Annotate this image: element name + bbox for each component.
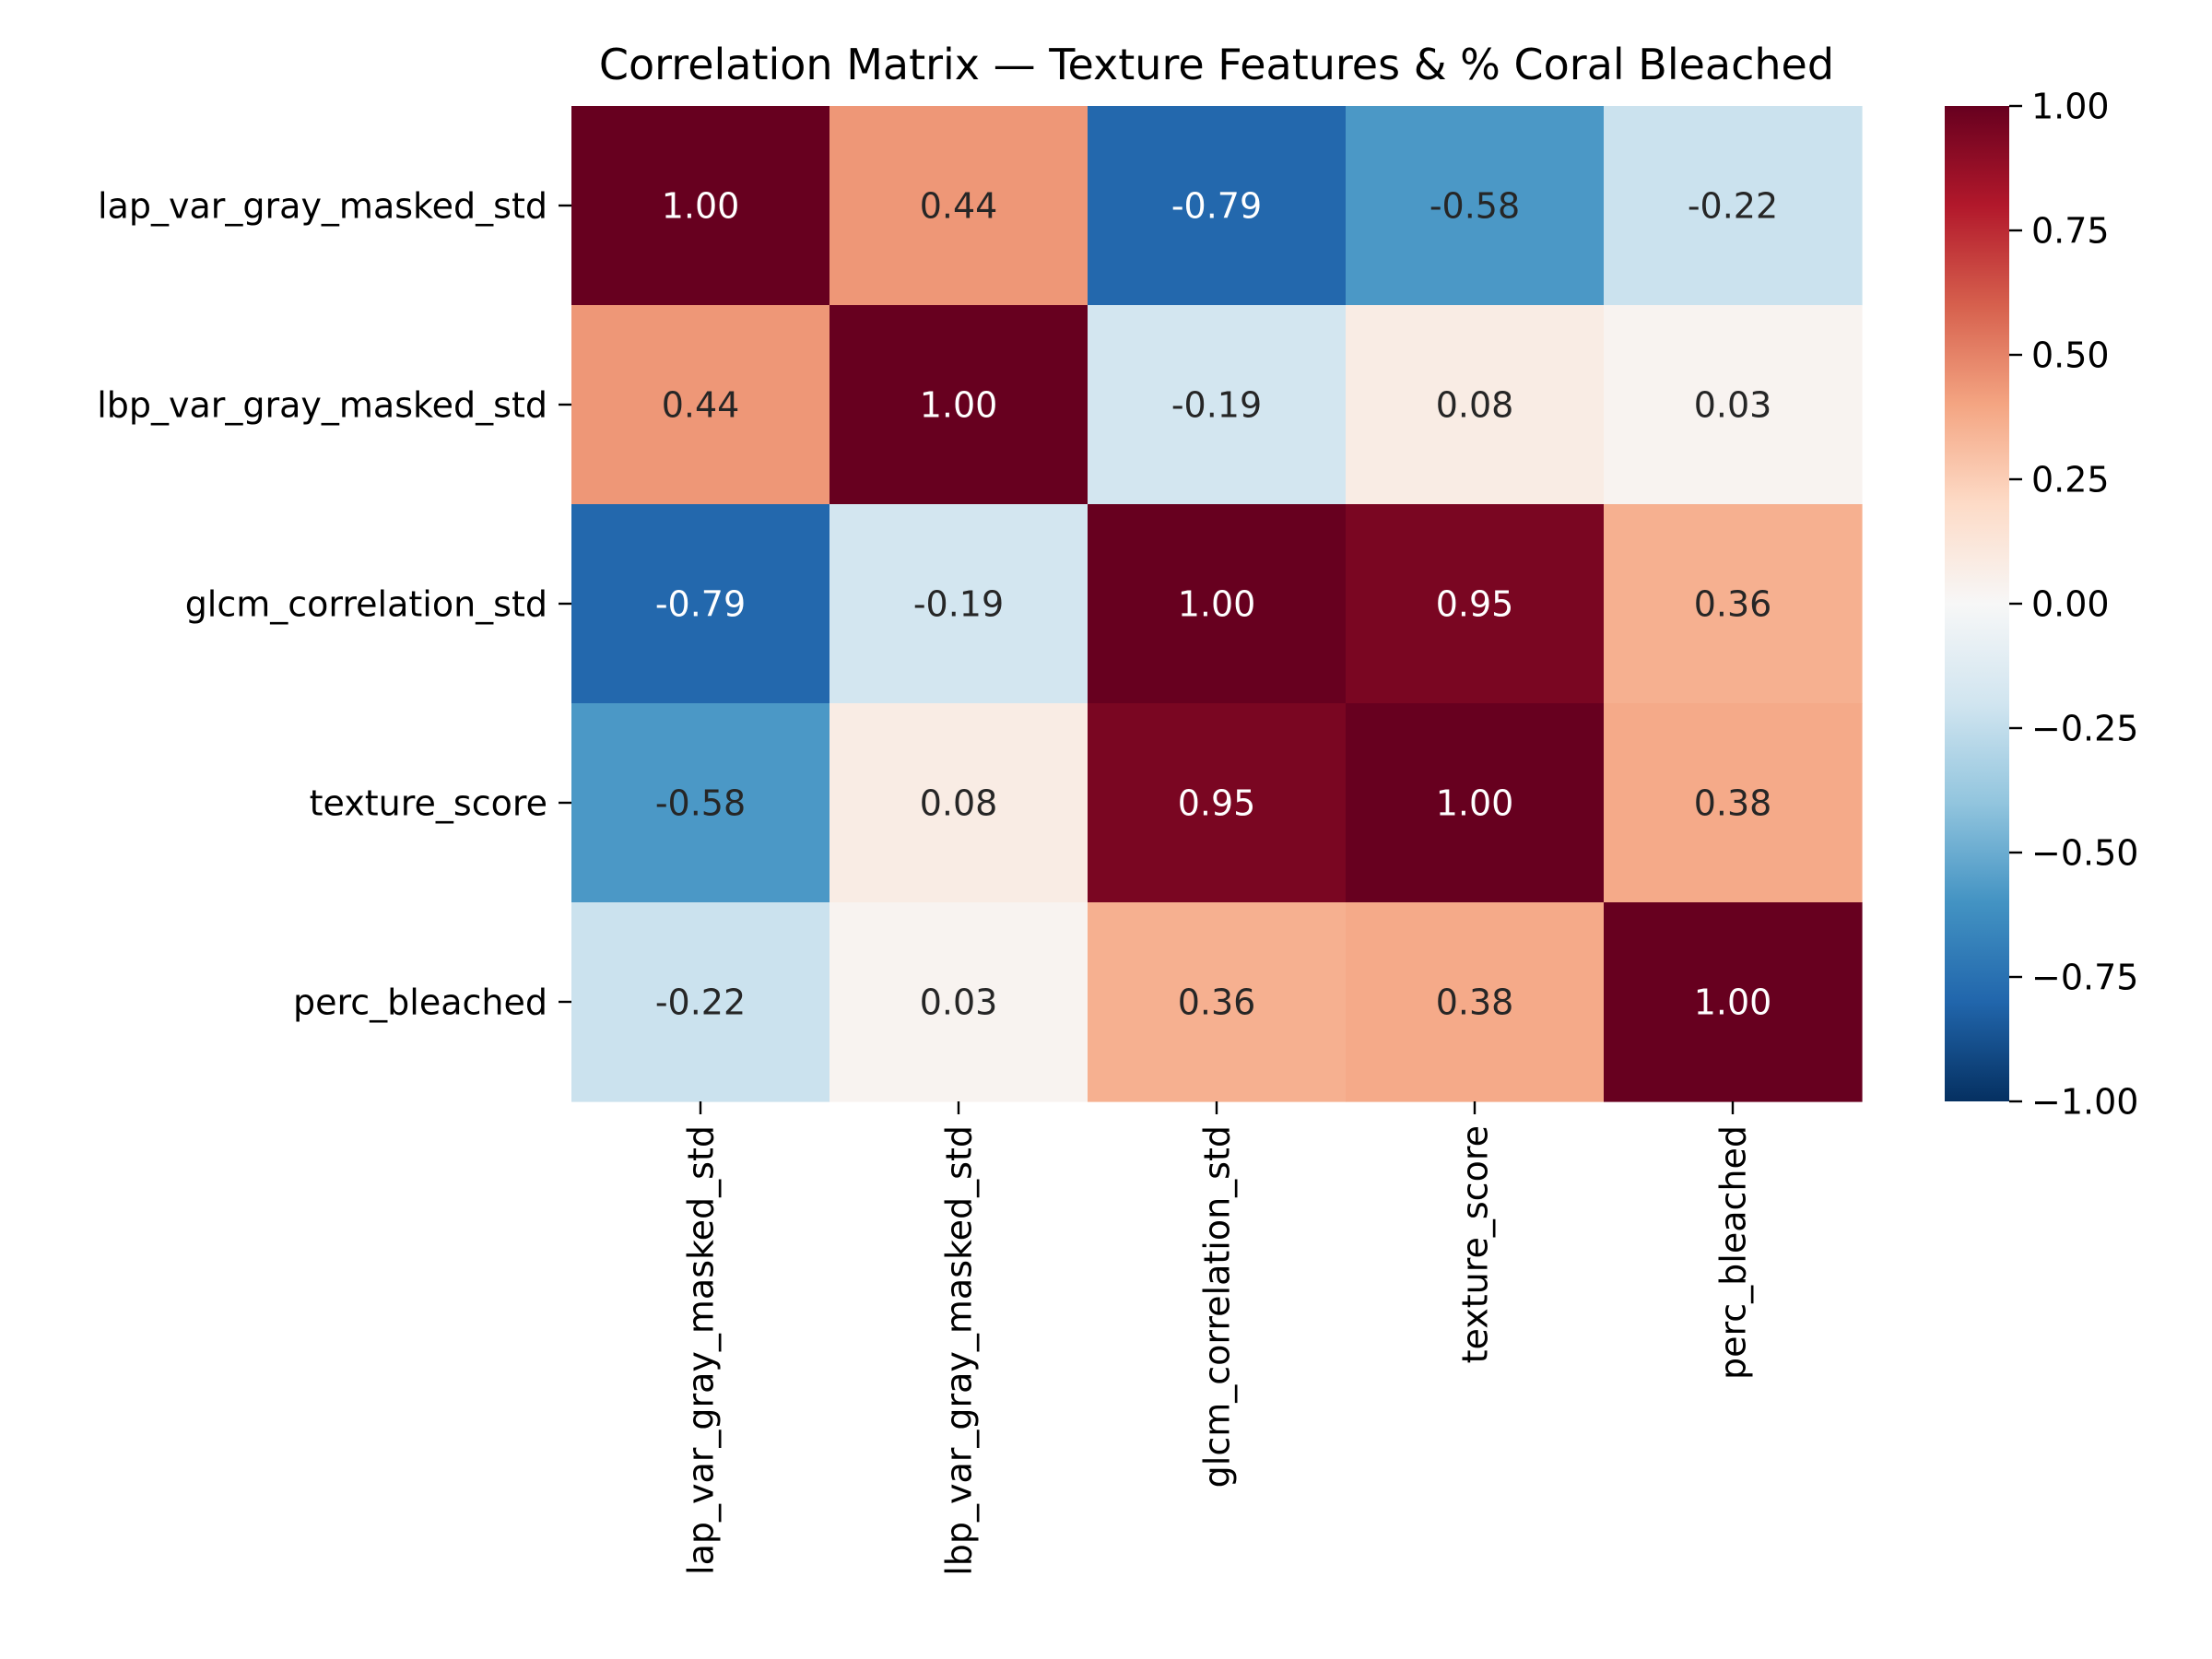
heatmap-cell [1346,305,1605,505]
heatmap-cell [830,305,1088,505]
cell-value-label: 0.36 [1178,982,1256,1023]
cell-value-label: 0.03 [920,982,998,1023]
heatmap-cell [830,504,1088,704]
y-tick-label: texture_score [310,783,547,824]
y-tick-label: lbp_var_gray_masked_std [97,385,547,426]
heatmap-cell [571,504,830,704]
colorbar-tick-label: −0.25 [2031,709,2138,749]
heatmap-cell [1346,703,1605,903]
colorbar-gradient [1945,106,2009,1101]
x-tick-label: perc_bleached [1713,1125,1754,1380]
chart-title: Correlation Matrix — Texture Features & … [599,40,1834,89]
heatmap-cell [1604,504,1863,704]
heatmap-cell [571,305,830,505]
cell-value-label: 0.08 [920,783,998,824]
cell-value-label: -0.22 [1688,186,1778,227]
cell-value-label: 1.00 [920,385,998,426]
cell-value-label: -0.79 [1171,186,1262,227]
colorbar-tick-label: 0.75 [2031,211,2110,252]
heatmap-cells [571,106,1863,1102]
x-tick-label: lap_var_gray_masked_std [681,1125,722,1575]
colorbar-tick-label: −0.50 [2031,833,2138,874]
cell-value-label: -0.19 [913,584,1004,625]
colorbar-tick-label: 0.25 [2031,460,2110,500]
cell-value-label: 1.00 [1436,783,1514,824]
heatmap-cell [1346,106,1605,306]
heatmap-cell [1346,902,1605,1102]
cell-value-label: -0.58 [1430,186,1520,227]
cell-value-label: 0.95 [1178,783,1256,824]
cell-value-label: 1.00 [1694,982,1772,1023]
heatmap-cell [830,902,1088,1102]
colorbar-tick-label: 0.50 [2031,335,2110,376]
heatmap-cell [1088,504,1347,704]
heatmap-cell [1088,106,1347,306]
heatmap-cell [571,703,830,903]
cell-value-label: 0.36 [1694,584,1772,625]
heatmap-cell [1088,902,1347,1102]
heatmap-cell [830,106,1088,306]
y-tick-label: lap_var_gray_masked_std [98,186,547,227]
cell-value-label: -0.58 [655,783,746,824]
colorbar-tick-label: 0.00 [2031,584,2110,625]
heatmap-cell [1088,305,1347,505]
cell-value-label: 0.03 [1694,385,1772,426]
x-tick-label: texture_score [1455,1125,1496,1363]
colorbar-tick-label: 1.00 [2031,87,2110,127]
heatmap-cell [830,703,1088,903]
cell-value-label: 0.08 [1436,385,1514,426]
cell-value-label: 1.00 [662,186,740,227]
heatmap-cell [571,106,830,306]
heatmap-cell [1604,703,1863,903]
colorbar-tick-label: −1.00 [2031,1082,2138,1123]
cell-value-labels: 1.00 0.44 -0.79 -0.58 -0.22 0.44 1.00 -0.19 0.08… [655,186,1778,1023]
x-axis: lap_var_gray_masked_std lbp_var_gray_mask… [681,1101,1754,1576]
heatmap-cell [1346,504,1605,704]
heatmap-cell [1088,703,1347,903]
cell-value-label: 0.44 [662,385,740,426]
y-axis: lap_var_gray_masked_std lbp_var_gray_mask… [97,186,571,1023]
x-tick-label: lbp_var_gray_masked_std [939,1125,980,1576]
cell-value-label: 0.38 [1694,783,1772,824]
cell-value-label: -0.19 [1171,385,1262,426]
cell-value-label: -0.22 [655,982,746,1023]
colorbar-tick-label: −0.75 [2031,958,2138,998]
y-tick-label: perc_bleached [293,982,547,1023]
cell-value-label: 0.95 [1436,584,1514,625]
x-tick-label: glcm_correlation_std [1197,1125,1238,1488]
cell-value-label: 0.38 [1436,982,1514,1023]
cell-value-label: -0.79 [655,584,746,625]
cell-value-label: 1.00 [1178,584,1256,625]
y-tick-label: glcm_correlation_std [185,584,547,625]
cell-value-label: 0.44 [920,186,998,227]
heatmap-cell [1604,902,1863,1102]
colorbar: 1.00 0.75 0.50 0.25 0.00 −0.25 −0.50 −0.75 −1.00 [1945,87,2138,1123]
heatmap-cell [571,902,830,1102]
heatmap-cell [1604,305,1863,505]
heatmap-cell [1604,106,1863,306]
